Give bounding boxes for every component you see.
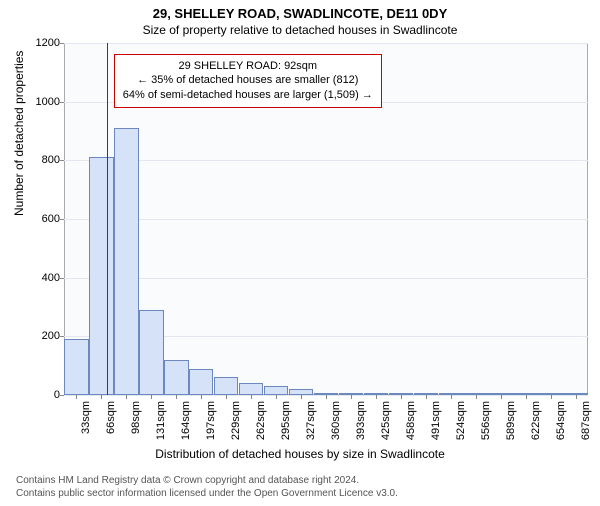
histogram-bar [264,386,288,395]
y-tick-label: 1200 [28,37,60,49]
y-tick-mark [60,219,64,220]
x-tick-mark [476,395,477,399]
x-tick-mark [451,395,452,399]
x-tick-label: 33sqm [80,401,92,434]
x-tick-label: 295sqm [280,401,292,440]
info-box-line: 64% of semi-detached houses are larger (… [123,88,373,103]
histogram-bar [139,310,163,395]
y-tick-mark [60,336,64,337]
gridline [64,43,588,44]
x-tick-mark [576,395,577,399]
histogram-bar [239,383,263,395]
y-tick-label: 200 [28,330,60,342]
y-tick-mark [60,43,64,44]
x-tick-mark [201,395,202,399]
x-tick-mark [351,395,352,399]
x-tick-label: 556sqm [480,401,492,440]
footer-attribution: Contains HM Land Registry data © Crown c… [16,475,398,500]
x-tick-label: 589sqm [505,401,517,440]
x-tick-label: 164sqm [180,401,192,440]
info-box: 29 SHELLEY ROAD: 92sqm← 35% of detached … [114,54,382,109]
info-box-line: 29 SHELLEY ROAD: 92sqm [123,59,373,74]
chart-area: 02004006008001000120029 SHELLEY ROAD: 92… [64,43,588,395]
x-tick-label: 458sqm [405,401,417,440]
gridline [64,219,588,220]
x-tick-label: 98sqm [130,401,142,434]
x-tick-mark [251,395,252,399]
x-axis: 33sqm 66sqm 98sqm 131sqm 164sqm 197sqm 229sqm 2… [64,395,588,445]
y-tick-label: 400 [28,272,60,284]
x-tick-label: 360sqm [330,401,342,440]
chart-title: 29, SHELLEY ROAD, SWADLINCOTE, DE11 0DY [0,6,600,21]
x-tick-mark [326,395,327,399]
x-tick-label: 654sqm [555,401,567,440]
x-tick-mark [176,395,177,399]
x-tick-label: 524sqm [455,401,467,440]
x-tick-label: 229sqm [230,401,242,440]
x-tick-mark [526,395,527,399]
x-tick-mark [151,395,152,399]
reference-line [107,43,108,395]
x-tick-label: 66sqm [105,401,117,434]
y-tick-label: 800 [28,154,60,166]
y-tick-label: 1000 [28,96,60,108]
x-tick-label: 197sqm [205,401,217,440]
gridline [64,278,588,279]
histogram-bar [189,369,213,395]
x-tick-label: 131sqm [155,401,167,440]
x-tick-label: 622sqm [530,401,542,440]
x-tick-label: 262sqm [255,401,267,440]
histogram-bar [214,377,238,395]
x-tick-label: 687sqm [580,401,592,440]
plot-area: 02004006008001000120029 SHELLEY ROAD: 92… [64,43,588,395]
footer-line-1: Contains HM Land Registry data © Crown c… [16,475,398,488]
y-tick-mark [60,278,64,279]
histogram-bar [164,360,188,395]
x-tick-label: 327sqm [305,401,317,440]
gridline [64,160,588,161]
x-tick-mark [76,395,77,399]
x-tick-mark [501,395,502,399]
histogram-bar [114,128,138,395]
x-tick-label: 491sqm [430,401,442,440]
x-tick-mark [376,395,377,399]
x-tick-label: 393sqm [355,401,367,440]
x-tick-mark [301,395,302,399]
x-tick-mark [126,395,127,399]
info-box-line: ← 35% of detached houses are smaller (81… [123,73,373,88]
footer-line-2: Contains public sector information licen… [16,488,398,501]
y-tick-mark [60,102,64,103]
x-tick-mark [101,395,102,399]
x-tick-mark [426,395,427,399]
y-tick-label: 600 [28,213,60,225]
x-tick-mark [276,395,277,399]
chart-subtitle: Size of property relative to detached ho… [0,23,600,37]
x-tick-label: 425sqm [380,401,392,440]
histogram-bar [89,157,113,395]
histogram-bar [64,339,88,395]
x-tick-mark [226,395,227,399]
x-axis-label: Distribution of detached houses by size … [0,447,600,461]
y-tick-label: 0 [28,389,60,401]
x-tick-mark [401,395,402,399]
y-tick-mark [60,160,64,161]
x-tick-mark [551,395,552,399]
y-axis-label: Number of detached properties [12,51,26,216]
